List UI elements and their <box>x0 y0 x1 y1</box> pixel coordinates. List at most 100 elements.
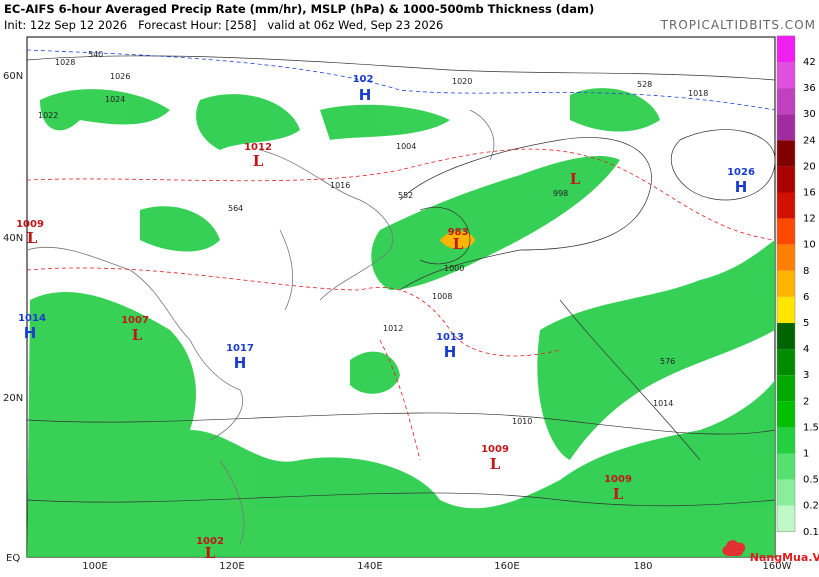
center-value: 1012 <box>244 142 272 153</box>
colorbar-segment <box>777 114 795 141</box>
colorbar-label: 42 <box>803 57 816 68</box>
center-letter: L <box>132 326 143 344</box>
site-name: TROPICALTIDBITS.COM <box>660 18 816 32</box>
contour-label: 552 <box>398 191 413 200</box>
colorbar-label: 1.5 <box>803 422 819 433</box>
center-value: 1009 <box>16 219 44 230</box>
lon-label: 160W <box>763 561 792 572</box>
center-value: 1026 <box>727 167 755 178</box>
lon-label: 120E <box>219 561 244 572</box>
colorbar-label: 3 <box>803 370 809 381</box>
subtitle: Init: 12z Sep 12 2026 Forecast Hour: [25… <box>4 18 443 32</box>
colorbar-segment <box>777 62 795 89</box>
colorbar-segment <box>777 270 795 297</box>
colorbar: 42 36 30 24 20 16 12 10 8 6 5 4 3 2 1.5 1 0.5 0.25 0.1 <box>776 35 819 538</box>
colorbar-label: 0.1 <box>803 527 819 538</box>
colorbar-label: 6 <box>803 292 809 303</box>
colorbar-segment <box>777 218 795 245</box>
colorbar-segment <box>777 453 795 480</box>
contour-label: 564 <box>228 204 243 213</box>
colorbar-label: 0.25 <box>803 501 819 512</box>
colorbar-label: 24 <box>803 135 816 146</box>
contour-label: 1004 <box>396 142 416 151</box>
center-value: 1009 <box>481 444 509 455</box>
center-letter: L <box>253 152 264 170</box>
colorbar-segment <box>777 375 795 402</box>
colorbar-segment <box>777 479 795 506</box>
center-letter: L <box>613 485 624 503</box>
lat-label: 60N <box>3 71 23 82</box>
colorbar-segment <box>777 192 795 219</box>
center-letter: H <box>444 343 457 361</box>
lon-label: 140E <box>357 561 382 572</box>
contour-label: 1028 <box>55 58 75 67</box>
contour-label: 1018 <box>688 89 708 98</box>
pressure-centers: 102 H 1012 L 1009 L 983 L L 1026 H 1014 … <box>16 74 755 562</box>
lat-label: 20N <box>3 393 23 404</box>
colorbar-label: 12 <box>803 214 816 225</box>
lon-label: 160E <box>494 561 519 572</box>
colorbar-label: 5 <box>803 318 809 329</box>
colorbar-segment <box>777 323 795 350</box>
colorbar-segment <box>777 349 795 376</box>
contour-label: 1016 <box>330 181 350 190</box>
center-value: 1013 <box>436 332 464 343</box>
lon-label: 100E <box>82 561 107 572</box>
center-value: 1002 <box>196 536 224 547</box>
colorbar-label: 20 <box>803 161 816 172</box>
lat-label: 40N <box>3 233 23 244</box>
center-value: 102 <box>353 74 374 85</box>
colorbar-segment <box>777 427 795 454</box>
colorbar-segment <box>777 35 795 62</box>
lat-label: EQ <box>6 553 20 564</box>
colorbar-segment <box>777 244 795 271</box>
center-value: 1014 <box>18 313 46 324</box>
center-letter: L <box>490 455 501 473</box>
center-letter: H <box>24 324 37 342</box>
lon-label: 180 <box>633 561 652 572</box>
contour-label: 1000 <box>444 264 464 273</box>
contour-label: 540 <box>88 50 103 59</box>
center-letter: L <box>27 229 38 247</box>
colorbar-label: 0.5 <box>803 475 819 486</box>
center-value: 1007 <box>121 315 149 326</box>
center-letter: H <box>234 354 247 372</box>
center-letter: L <box>453 235 464 253</box>
colorbar-segment <box>777 88 795 115</box>
colorbar-frame <box>776 35 796 533</box>
contour-label: 1026 <box>110 72 130 81</box>
map-area <box>26 36 776 558</box>
center-letter: L <box>205 544 216 562</box>
colorbar-label: 8 <box>803 266 809 277</box>
colorbar-segment <box>777 401 795 428</box>
colorbar-label: 36 <box>803 83 816 94</box>
axis-labels: 60N 40N 20N EQ 100E 120E 140E 160E 180 1… <box>3 71 792 572</box>
colorbar-segment <box>777 166 795 193</box>
colorbar-segment <box>777 140 795 167</box>
contour-label: 1022 <box>38 111 58 120</box>
contour-labels: 1028 1026 1024 1022 1020 1016 1012 1010 … <box>38 50 708 426</box>
center-value: 1009 <box>604 474 632 485</box>
center-letter: L <box>570 170 581 188</box>
colorbar-label: 2 <box>803 396 809 407</box>
colorbar-segment <box>777 296 795 323</box>
title: EC-AIFS 6-hour Averaged Precip Rate (mm/… <box>4 2 594 16</box>
contour-label: 1008 <box>432 292 452 301</box>
contour-label: 528 <box>637 80 652 89</box>
contour-label: 576 <box>660 357 675 366</box>
colorbar-label: 4 <box>803 344 809 355</box>
contour-label: 1024 <box>105 95 125 104</box>
watermark-text: NangMua.VN <box>750 551 819 564</box>
contour-label: 998 <box>553 189 568 198</box>
colorbar-segment <box>777 505 795 532</box>
center-value: 1017 <box>226 343 254 354</box>
contour-label: 1014 <box>653 399 673 408</box>
colorbar-label: 16 <box>803 188 816 199</box>
center-letter: H <box>735 178 748 196</box>
colorbar-label: 1 <box>803 449 809 460</box>
watermark: NangMua.VN <box>722 540 819 564</box>
colorbar-label: 30 <box>803 109 816 120</box>
center-letter: H <box>359 86 372 104</box>
